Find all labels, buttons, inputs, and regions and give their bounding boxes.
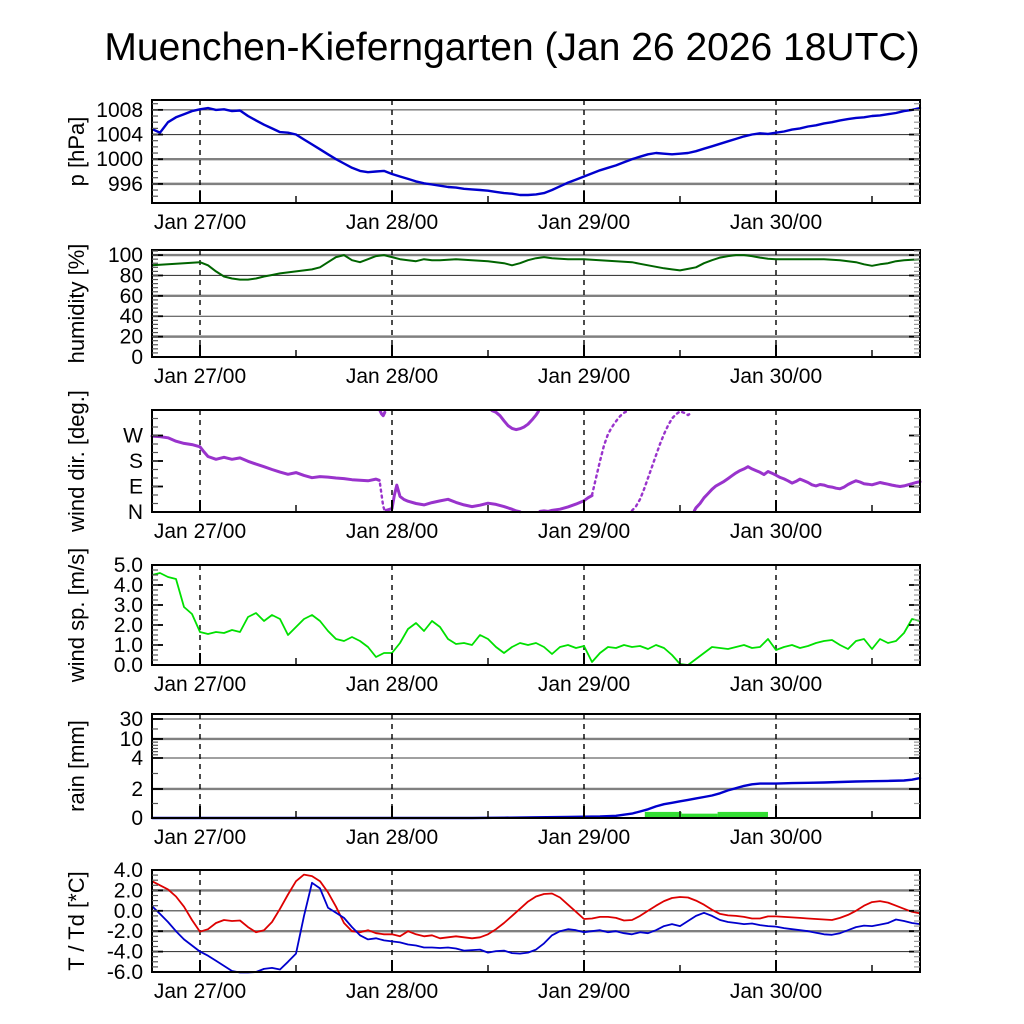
x-tick-label: Jan 29/00 (538, 826, 630, 849)
y-tick-label: 2.0 (114, 614, 143, 637)
y-tick-label: 3.0 (114, 594, 143, 617)
y-tick-label: 1.0 (114, 634, 143, 657)
y-tick-label: 4.0 (114, 859, 143, 882)
panel-frame (151, 713, 921, 819)
x-tick-label: Jan 27/00 (154, 211, 246, 234)
x-tick-label: Jan 27/00 (154, 980, 246, 1003)
panel-frame (151, 869, 921, 973)
rain-bar (644, 811, 682, 818)
x-tick-label: Jan 28/00 (346, 365, 438, 388)
y-axis-label: rain [mm] (64, 720, 89, 812)
y-tick-label: 5.0 (114, 554, 143, 577)
y-tick-label: 4 (131, 747, 143, 770)
x-tick-label: Jan 30/00 (730, 211, 822, 234)
y-tick-label: N (128, 501, 143, 524)
y-tick-label: 0.0 (114, 654, 143, 677)
x-tick-label: Jan 27/00 (154, 520, 246, 543)
series-dewpoint (151, 881, 921, 974)
series-pressure (150, 106, 922, 197)
x-tick-label: Jan 29/00 (538, 211, 630, 234)
series-temperature (151, 873, 921, 940)
x-tick-label: Jan 29/00 (538, 673, 630, 696)
x-tick-label: Jan 28/00 (346, 211, 438, 234)
y-tick-label: 1000 (96, 148, 143, 171)
y-tick-label: 0 (131, 807, 143, 830)
x-tick-label: Jan 27/00 (154, 826, 246, 849)
x-tick-label: Jan 28/00 (346, 826, 438, 849)
y-axis-label: humidity [%] (64, 244, 89, 364)
chart-title: Muenchen-Kieferngarten (Jan 26 2026 18UT… (104, 26, 920, 69)
y-tick-label: W (123, 425, 143, 448)
y-tick-label: 0.0 (114, 900, 143, 923)
y-tick-label: -4.0 (107, 941, 143, 964)
y-tick-label: 10 (120, 728, 143, 751)
x-tick-label: Jan 28/00 (346, 980, 438, 1003)
y-axis-label: wind dir. [deg.] (64, 390, 89, 533)
series-humidity (151, 254, 921, 281)
series-rain_accumulated (150, 776, 922, 820)
y-tick-label: 4.0 (114, 574, 143, 597)
y-tick-label: 20 (120, 326, 143, 349)
y-tick-label: -6.0 (107, 961, 143, 984)
panel-frame (151, 564, 921, 666)
x-tick-label: Jan 28/00 (346, 673, 438, 696)
x-tick-label: Jan 27/00 (154, 673, 246, 696)
y-tick-label: 1008 (96, 99, 143, 122)
x-tick-label: Jan 30/00 (730, 826, 822, 849)
panel-temperature_dewpoint: -6.0-4.0-2.00.02.04.0 Jan 27/00 Jan 28/00 J… (64, 859, 921, 1003)
rain-bar (717, 811, 768, 818)
y-tick-label: 60 (120, 285, 143, 308)
y-axis-label: T / Td [*C] (64, 871, 89, 970)
series-wind_direction (150, 409, 922, 514)
panel-frame (151, 99, 921, 204)
x-tick-label: Jan 29/00 (538, 520, 630, 543)
x-tick-label: Jan 28/00 (346, 520, 438, 543)
y-tick-label: 0 (131, 346, 143, 369)
x-tick-label: Jan 30/00 (730, 980, 822, 1003)
y-tick-label: 2 (131, 778, 143, 801)
y-tick-label: 40 (120, 305, 143, 328)
y-axis-label: p [hPa] (64, 117, 89, 187)
panel-wind_speed: 0.01.02.03.04.05.0 Jan 27/00 Jan 28/00 Jan … (64, 548, 921, 696)
y-tick-label: S (129, 450, 143, 473)
y-tick-label: E (129, 476, 143, 499)
y-tick-label: 1004 (96, 124, 143, 147)
y-tick-label: 996 (108, 173, 143, 196)
y-tick-label: 100 (108, 244, 143, 267)
series-wind_speed (151, 572, 921, 666)
rain-bar (681, 813, 718, 818)
x-tick-label: Jan 30/00 (730, 365, 822, 388)
y-axis-label: wind sp. [m/s] (64, 548, 89, 683)
y-tick-label: 30 (120, 708, 143, 731)
panel-frame (151, 409, 921, 513)
x-tick-label: Jan 30/00 (730, 673, 822, 696)
x-tick-label: Jan 29/00 (538, 980, 630, 1003)
y-tick-label: 2.0 (114, 879, 143, 902)
y-tick-label: 80 (120, 264, 143, 287)
x-tick-label: Jan 29/00 (538, 365, 630, 388)
y-tick-label: -2.0 (107, 920, 143, 943)
x-tick-label: Jan 30/00 (730, 520, 822, 543)
x-tick-label: Jan 27/00 (154, 365, 246, 388)
panel-frame (151, 249, 921, 358)
